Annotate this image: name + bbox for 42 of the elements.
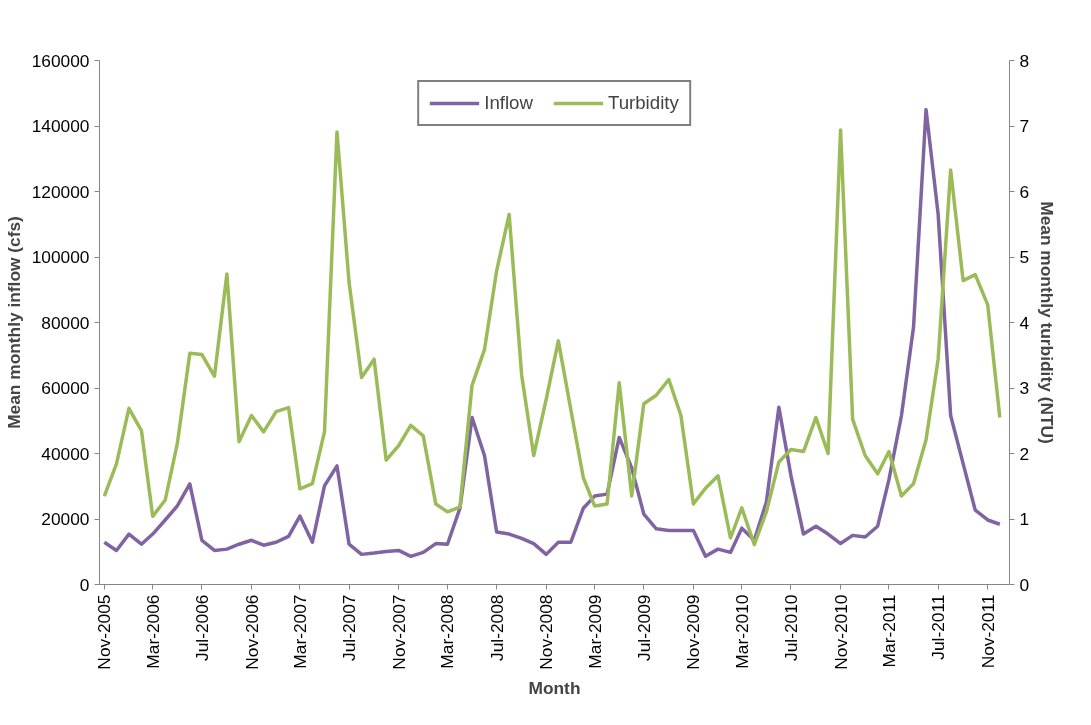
y2-tick-label: 3 [1019, 378, 1030, 398]
x-tick-label: Nov-2006 [241, 594, 262, 670]
legend-label: Turbidity [607, 92, 679, 114]
x-tick-label: Nov-2011 [977, 594, 998, 669]
y-tick-label: 120000 [31, 181, 90, 202]
x-tick-label: Mar-2007 [289, 594, 310, 669]
y-tick-label: 20000 [41, 509, 90, 529]
y2-tick-label: 8 [1019, 50, 1030, 71]
x-tick-label: Nov-2010 [830, 594, 851, 670]
y-tick-label: 60000 [41, 378, 90, 398]
y-tick-label: 0 [79, 574, 90, 595]
y-tick-label: 40000 [41, 443, 90, 464]
x-tick-label: Mar-2010 [731, 594, 752, 669]
x-tick-label: Nov-2009 [683, 594, 704, 670]
y-tick-label: 100000 [31, 247, 90, 267]
y2-tick-label: 7 [1019, 116, 1030, 136]
x-tick-label: Nov-2008 [536, 594, 557, 670]
y2-tick-label: 2 [1019, 443, 1030, 464]
x-tick-label: Mar-2011 [878, 594, 899, 668]
y2-tick-label: 4 [1019, 312, 1030, 333]
y-axis-title: Mean monthly inflow (cfs) [3, 216, 24, 429]
y2-axis-title: Mean monthly turbidity (NTU) [1037, 201, 1058, 444]
x-tick-label: Jul-2011 [928, 594, 949, 660]
x-tick-label: Mar-2006 [142, 594, 163, 669]
x-tick-label: Jul-2010 [780, 594, 801, 661]
y2-tick-label: 5 [1019, 247, 1030, 267]
x-axis-title: Month [528, 677, 581, 698]
y2-tick-label: 1 [1019, 509, 1030, 529]
y2-tick-label: 0 [1019, 574, 1030, 595]
x-tick-label: Jul-2006 [191, 594, 212, 661]
y-tick-label: 160000 [31, 50, 90, 71]
y-tick-label: 80000 [41, 312, 90, 333]
x-tick-label: Nov-2007 [388, 594, 409, 670]
y2-tick-label: 6 [1019, 181, 1030, 202]
x-tick-label: Mar-2009 [584, 594, 605, 669]
x-tick-label: Jul-2007 [339, 594, 360, 661]
legend-label: Inflow [484, 92, 533, 114]
x-tick-label: Mar-2008 [437, 594, 458, 669]
x-tick-label: Jul-2008 [486, 594, 507, 661]
x-tick-label: Nov-2005 [94, 594, 115, 670]
y-tick-label: 140000 [31, 116, 90, 136]
x-tick-label: Jul-2009 [633, 594, 654, 661]
